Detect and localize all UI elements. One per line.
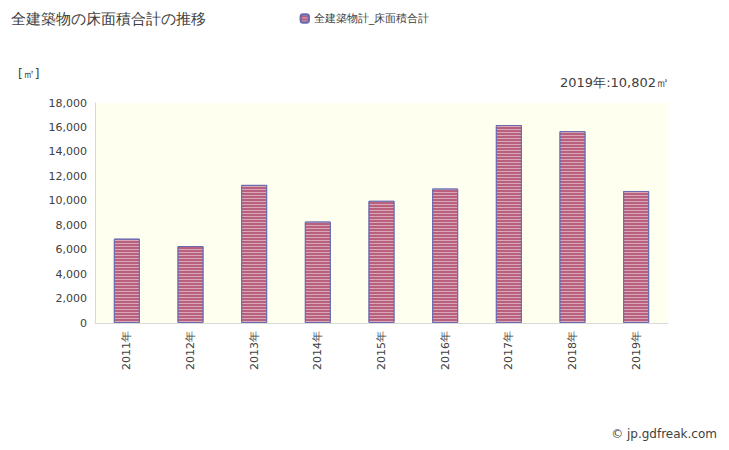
svg-text:2,000: 2,000 bbox=[56, 292, 88, 305]
svg-text:2012年: 2012年 bbox=[184, 331, 197, 370]
svg-text:2019年: 2019年 bbox=[630, 331, 643, 370]
svg-text:6,000: 6,000 bbox=[56, 243, 88, 256]
svg-text:2019年:10,802㎡: 2019年:10,802㎡ bbox=[560, 75, 669, 90]
svg-text:10,000: 10,000 bbox=[49, 194, 88, 207]
svg-text:12,000: 12,000 bbox=[49, 170, 88, 183]
svg-text:全建築物の床面積合計の推移: 全建築物の床面積合計の推移 bbox=[11, 10, 206, 28]
svg-text:2013年: 2013年 bbox=[248, 331, 261, 370]
svg-text:0: 0 bbox=[80, 317, 87, 330]
svg-text:14,000: 14,000 bbox=[49, 145, 88, 158]
svg-text:2011年: 2011年 bbox=[120, 331, 133, 370]
svg-text:18,000: 18,000 bbox=[49, 97, 88, 110]
svg-text:2015年: 2015年 bbox=[375, 331, 388, 370]
svg-text:2017年: 2017年 bbox=[502, 331, 515, 370]
svg-text:8,000: 8,000 bbox=[56, 219, 88, 232]
svg-text:2018年: 2018年 bbox=[566, 331, 579, 370]
svg-text:2014年: 2014年 bbox=[311, 331, 324, 370]
svg-text:全建築物計_床面積合計: 全建築物計_床面積合計 bbox=[314, 12, 430, 25]
svg-text:16,000: 16,000 bbox=[49, 121, 88, 134]
svg-text:2016年: 2016年 bbox=[439, 331, 452, 370]
svg-text:[㎡]: [㎡] bbox=[18, 67, 39, 81]
svg-text:4,000: 4,000 bbox=[56, 268, 88, 281]
svg-text:© jp.gdfreak.com: © jp.gdfreak.com bbox=[611, 427, 717, 441]
